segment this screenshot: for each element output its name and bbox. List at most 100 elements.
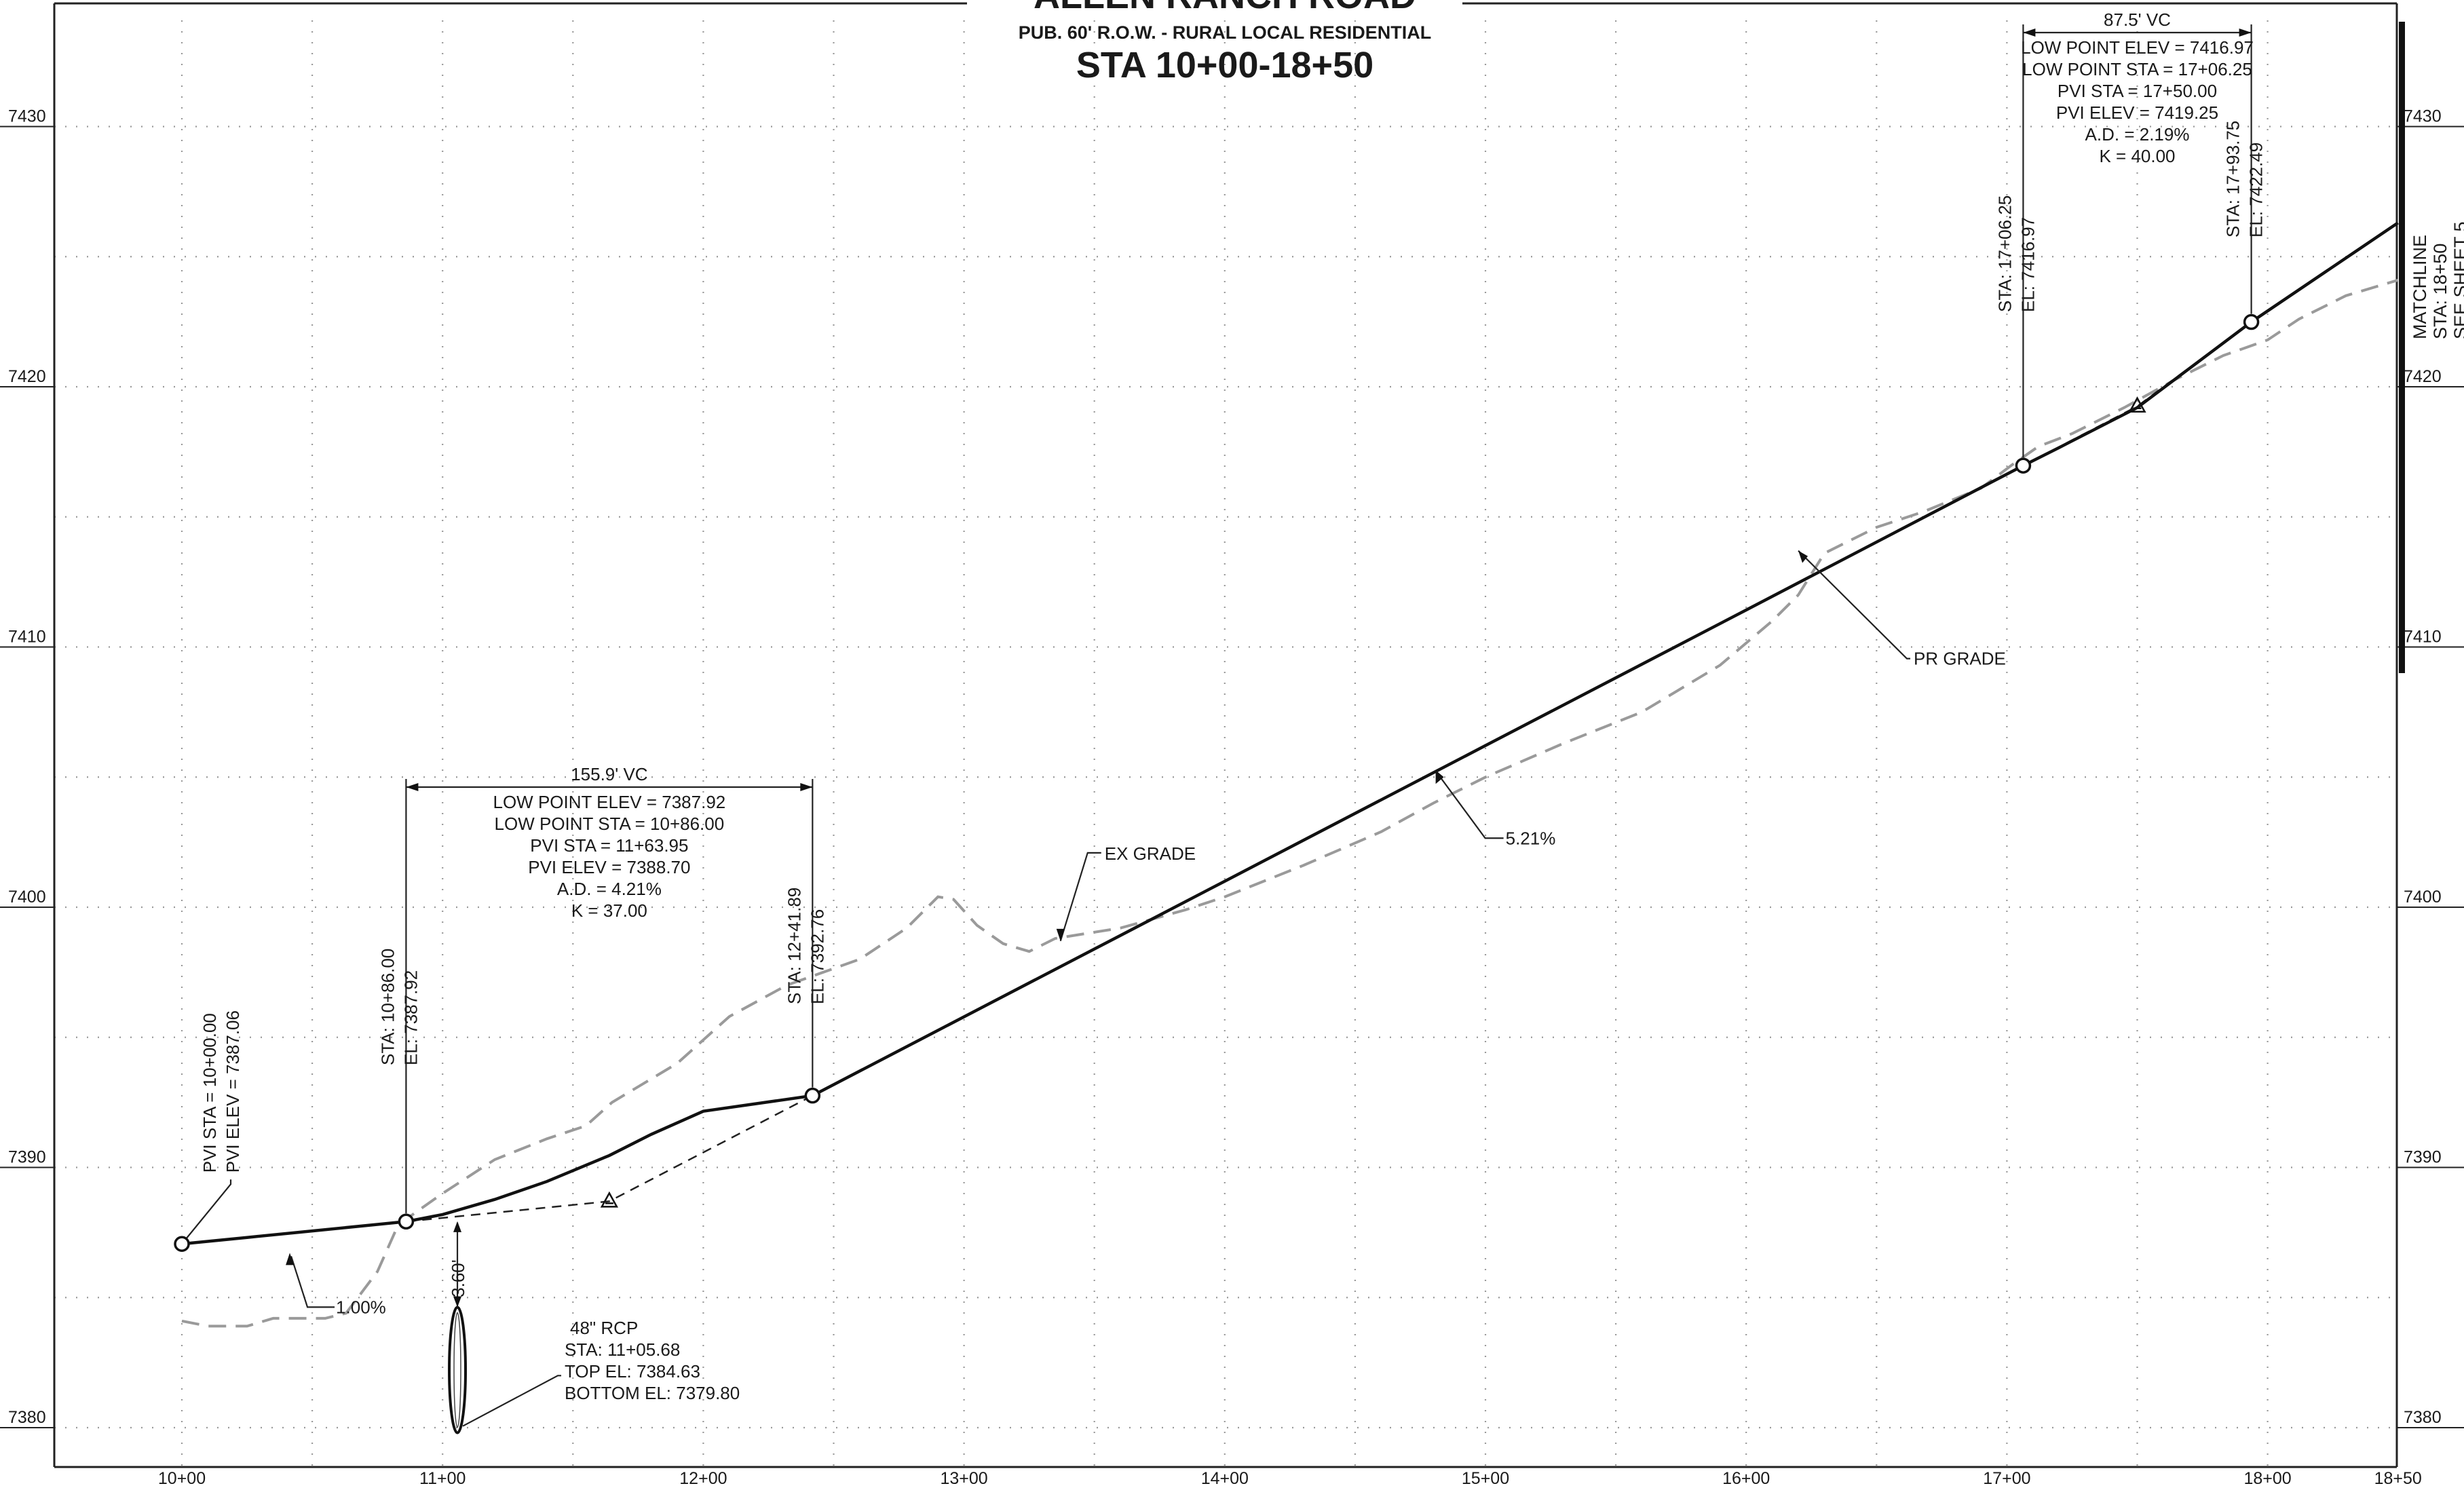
grade-1-leader: [290, 1256, 335, 1308]
vc-info-line: K = 40.00: [2099, 146, 2175, 166]
pvi-tangent-layer: [406, 321, 2252, 1223]
curve-point-label: STA: 17+93.75 EL: 7422.49: [2223, 121, 2267, 237]
culvert-cover-label: 3.60': [448, 1259, 468, 1297]
pr-grade-leader: [1798, 550, 1911, 660]
curve-point-label: STA: 12+41.89 EL: 7392.76: [784, 888, 827, 1004]
pvi-sta-text: PVI STA = 10+00.00: [200, 1013, 220, 1173]
pvi-triangle-marker: [2128, 396, 2146, 413]
vc-info-line: A.D. = 4.21%: [557, 879, 662, 899]
plot-frame: [53, 2, 2398, 1468]
vc-info-line: PVI ELEV = 7388.70: [528, 857, 690, 877]
vc-info-line: PVI STA = 17+50.00: [2058, 81, 2217, 101]
station-tick-label: 13+00: [940, 1469, 987, 1486]
culvert-inner-ellipse: [453, 1312, 461, 1428]
curve-point-elev-text: EL: 7387.92: [400, 970, 421, 1065]
ex-grade-label: EX GRADE: [1105, 843, 1196, 864]
point-marker-layer: [174, 313, 2260, 1252]
station-tick-labels: 10+00 11+00 12+00 13+00 14+00 15+00 16+00 17+00…: [158, 1469, 2422, 1486]
culvert-label-line: BOTTOM EL: 7379.80: [565, 1383, 740, 1403]
pvi-tangent-line-1: [406, 1094, 813, 1223]
ex-grade-leader: [1059, 852, 1101, 942]
matchline-bar: [2399, 22, 2405, 673]
elevation-tick-label-right: 7430: [2404, 107, 2442, 126]
curve-point-label: STA: 10+86.00 EL: 7387.92: [377, 949, 421, 1065]
vc-info-line: LOW POINT ELEV = 7387.92: [493, 792, 726, 812]
matchline-label: MATCHLINE STA: 18+50 SEE SHEET 5: [2410, 221, 2464, 339]
vc-info-line: A.D. = 2.19%: [2085, 124, 2190, 145]
proposed-grade-line: [181, 221, 2399, 1246]
curve-point-elev-text: EL: 7392.76: [807, 909, 827, 1004]
station-tick-label: 16+00: [1722, 1469, 1770, 1486]
elevation-tick-label-right: 7380: [2404, 1408, 2442, 1427]
station-tick-label: 11+00: [419, 1469, 466, 1486]
road-name: ALLEN RANCH ROAD: [1034, 0, 1416, 16]
pvi-elev-text: PVI ELEV = 7387.06: [223, 1010, 243, 1173]
curve-point-sta-text: STA: 12+41.89: [784, 888, 804, 1004]
curve-point-elev-text: EL: 7422.49: [2246, 142, 2267, 237]
curve-point-sta-text: STA: 17+06.25: [1994, 195, 2015, 312]
ex-grade-arrow: [1056, 928, 1065, 941]
vc-info-line: LOW POINT STA = 17+06.25: [2022, 59, 2252, 79]
station-range-title: STA 10+00-18+50: [1076, 45, 1373, 85]
vc-length-label: 155.9' VC: [571, 764, 647, 784]
curve-point-sta-text: STA: 10+86.00: [377, 949, 398, 1065]
grade-1-label: 1.00%: [336, 1297, 386, 1317]
pvi-triangle-marker: [600, 1191, 619, 1208]
grade-2-arrow: [1435, 770, 1444, 784]
elevation-tick-label-right: 7400: [2404, 888, 2442, 907]
callout-layer: PVI STA = 10+00.00 PVI ELEV = 7387.06 1.00…: [181, 550, 2006, 1317]
proposed-grade-layer: [181, 221, 2399, 1246]
station-tick-label: 18+00: [2243, 1469, 2291, 1486]
grade-1-arrow: [286, 1253, 295, 1265]
title-block: ALLEN RANCH ROAD PUB. 60' R.O.W. - RURAL…: [1019, 0, 1431, 85]
pr-grade-label: PR GRADE: [1914, 649, 2006, 669]
elevation-tick-label-right: 7420: [2404, 367, 2442, 386]
elevation-tick-label-left: 7410: [8, 628, 46, 647]
vc-info-line: PVI ELEV = 7419.25: [2056, 102, 2218, 123]
vc-info-line: LOW POINT ELEV = 7416.97: [2021, 37, 2254, 58]
elevation-tick-label-right: 7410: [2404, 628, 2442, 647]
station-tick-label: 17+00: [1983, 1469, 2030, 1486]
grade-2-leader: [1437, 773, 1504, 839]
grade-2-label: 5.21%: [1506, 828, 1556, 848]
curve-point-marker: [2243, 313, 2260, 330]
elevation-tick-label-left: 7420: [8, 367, 46, 386]
station-tick-label: 15+00: [1462, 1469, 1509, 1486]
matchline: MATCHLINE STA: 18+50 SEE SHEET 5: [2399, 22, 2464, 673]
culvert-label-line: TOP EL: 7384.63: [565, 1361, 700, 1382]
elevation-tick-label-left: 7430: [8, 107, 46, 126]
elevation-gridlines: [54, 126, 2397, 1429]
station-tick-label: 10+00: [158, 1469, 206, 1486]
vc-length-label: 87.5' VC: [2104, 9, 2171, 30]
culvert-leader: [462, 1375, 562, 1427]
station-tick-label: 14+00: [1201, 1469, 1249, 1486]
curve-point-marker: [804, 1087, 821, 1104]
station-gridlines: [181, 20, 2269, 1467]
vc-info-line: LOW POINT STA = 10+86.00: [495, 814, 725, 834]
elevation-tick-label-right: 7390: [2404, 1148, 2442, 1167]
elevation-tick-labels: 7380 7380 7390 7390 7400 7400 7410 7410 7420 7420…: [0, 107, 2464, 1428]
culvert-ellipse: [448, 1306, 468, 1434]
vc-info-line: PVI STA = 11+63.95: [530, 835, 688, 856]
curve-point-label: STA: 17+06.25 EL: 7416.97: [1994, 195, 2038, 312]
station-tick-label: 18+50: [2374, 1469, 2422, 1486]
row-subtitle: PUB. 60' R.O.W. - RURAL LOCAL RESIDENTIA…: [1019, 22, 1431, 43]
grid: [54, 20, 2397, 1467]
elevation-tick-label-left: 7380: [8, 1408, 46, 1427]
station-tick-label: 12+00: [679, 1469, 727, 1486]
pvi-start-leader: [181, 1179, 232, 1244]
elevation-tick-label-left: 7390: [8, 1148, 46, 1167]
pvi-start-label: PVI STA = 10+00.00 PVI ELEV = 7387.06: [200, 1010, 243, 1173]
curve-point-elev-text: EL: 7416.97: [2017, 217, 2038, 312]
elevation-tick-label-left: 7400: [8, 888, 46, 907]
curve-point-sta-text: STA: 17+93.75: [2223, 121, 2243, 237]
curve-point-marker: [398, 1213, 415, 1230]
pr-grade-arrow: [1798, 550, 1808, 563]
culvert-label-line: STA: 11+05.68: [565, 1339, 680, 1360]
vc-info-line: K = 37.00: [571, 900, 647, 921]
curve-point-marker: [2015, 457, 2032, 474]
pvi-start-marker: [174, 1236, 190, 1252]
culvert-label-line: 48" RCP: [570, 1318, 638, 1338]
